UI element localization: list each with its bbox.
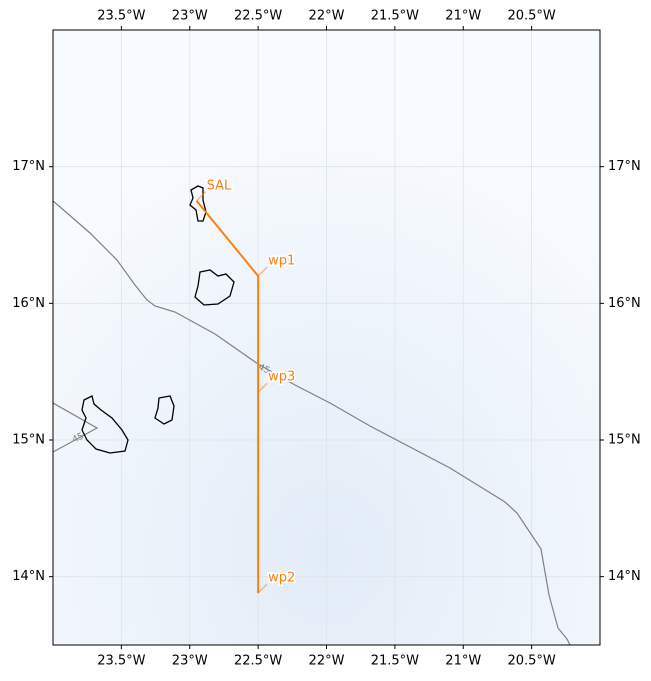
y-tick-label: 16°N xyxy=(12,296,45,311)
label-leader xyxy=(257,382,268,393)
route xyxy=(195,200,260,594)
contour-line xyxy=(53,402,99,453)
island xyxy=(194,269,235,306)
x-tick-label: 23°W xyxy=(172,9,208,24)
x-tick-label: 22.5°W xyxy=(234,9,282,24)
contour-label: 45 xyxy=(256,363,271,377)
y-tick-label: 14°N xyxy=(608,569,641,584)
y-tick-label: 15°N xyxy=(12,433,45,448)
x-tick-label: 20.5°W xyxy=(507,654,555,669)
y-tick-label: 14°N xyxy=(12,569,45,584)
x-tick-label: 22°W xyxy=(309,9,345,24)
x-tick-label: 21°W xyxy=(445,654,481,669)
x-tick-label: 22.5°W xyxy=(234,654,282,669)
contour-line xyxy=(53,200,571,645)
island xyxy=(81,395,129,454)
y-tick-label: 17°N xyxy=(608,159,641,174)
waypoint-label: wp2 xyxy=(268,571,295,586)
waypoint-label: wp3 xyxy=(268,370,295,385)
x-tick-label: 20.5°W xyxy=(507,9,555,24)
waypoint-label: wp1 xyxy=(268,254,295,269)
label-leader xyxy=(196,191,207,202)
x-tick-label: 23°W xyxy=(172,654,208,669)
label-leader xyxy=(257,583,268,594)
label-leader xyxy=(257,266,268,277)
x-tick-label: 21.5°W xyxy=(371,654,419,669)
x-tick-label: 21.5°W xyxy=(371,9,419,24)
contour-label: 45 xyxy=(71,432,86,446)
y-tick-label: 16°N xyxy=(608,296,641,311)
island xyxy=(154,395,175,425)
y-tick-label: 17°N xyxy=(12,159,45,174)
x-tick-label: 21°W xyxy=(445,9,481,24)
waypoint-label: SAL xyxy=(207,178,232,193)
x-tick-label: 22°W xyxy=(309,654,345,669)
x-tick-label: 23.5°W xyxy=(97,9,145,24)
x-tick-label: 23.5°W xyxy=(97,654,145,669)
y-tick-label: 15°N xyxy=(608,433,641,448)
island xyxy=(189,185,207,222)
